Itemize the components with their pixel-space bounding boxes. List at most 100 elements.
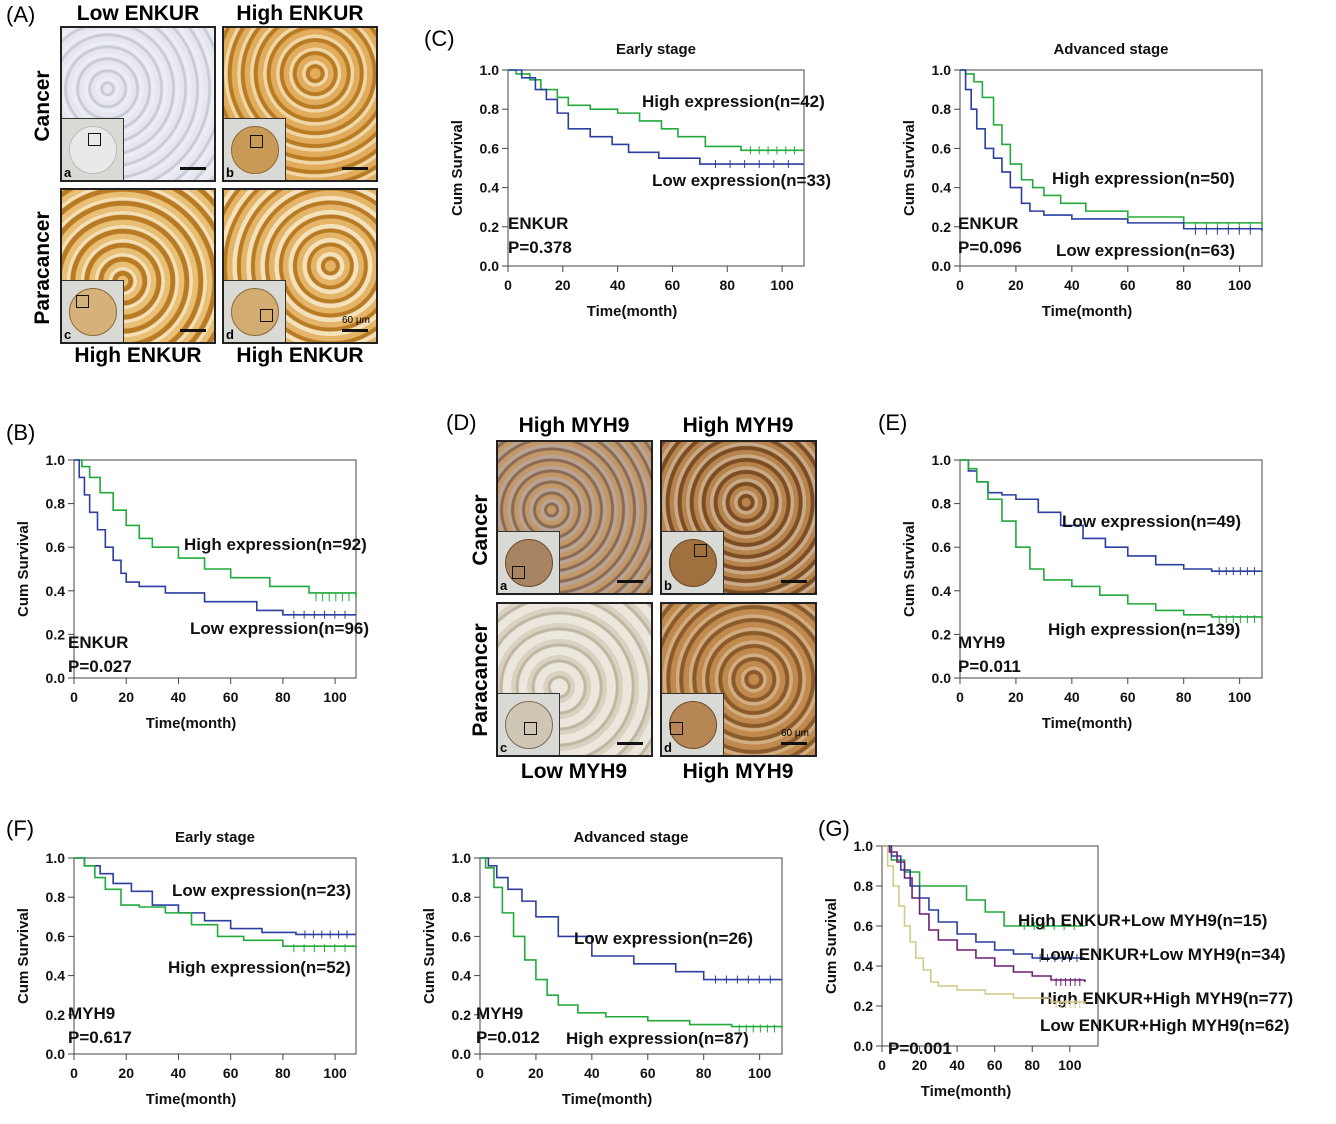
y-tick-label: 0.2: [480, 219, 500, 235]
series-label: High ENKUR+Low MYH9(n=15): [1018, 911, 1267, 930]
x-tick-label: 0: [70, 689, 78, 705]
x-tick-label: 40: [171, 689, 187, 705]
ihc-letter-c: c: [64, 327, 72, 342]
chart-f-advanced-stage: Advanced stage 0.0 0.2 0.4 0.6 0.8 1.0 0 20 40 60 8…: [421, 829, 783, 1108]
y-tick-label: 0.2: [46, 626, 66, 642]
plot-frame: [479, 857, 783, 1055]
x-tick-label: 20: [1008, 277, 1024, 293]
y-tick-label: 0.6: [480, 140, 500, 156]
scale-bar: [180, 329, 206, 332]
x-tick-label: 100: [1058, 1057, 1082, 1073]
y-tick-label: 0.0: [480, 258, 500, 274]
series-label: High expression(n=42): [642, 92, 825, 111]
y-tick-label: 0.4: [854, 958, 874, 974]
panel-label-b: (B): [6, 420, 36, 445]
chart-title: Advanced stage: [1053, 41, 1168, 58]
x-axis-label: Time(month): [1042, 715, 1133, 732]
x-tick-label: 100: [323, 689, 347, 705]
survival-curve: [882, 845, 1085, 959]
y-tick-label: 0.8: [932, 496, 952, 512]
ihc-image-d-b: b: [660, 440, 817, 595]
x-tick-label: 20: [118, 689, 134, 705]
series-label: High expression(n=139): [1048, 620, 1240, 639]
series-label: High expression(n=52): [168, 958, 351, 977]
x-axis-label: Time(month): [146, 715, 237, 732]
x-tick-label: 60: [987, 1057, 1003, 1073]
panel-label-c: (C): [424, 26, 455, 51]
x-tick-label: 100: [748, 1065, 772, 1081]
y-tick-label: 0.2: [932, 626, 952, 642]
chart-f-early-stage: Early stage 0.0 0.2 0.4 0.6 0.8 1.0 0 20 40 60 80 10…: [15, 829, 357, 1108]
panel-label-a: (A): [6, 2, 36, 27]
ihc-letter-d-d: d: [664, 740, 672, 755]
ihc-letter-d-c: c: [500, 740, 508, 755]
chart-b-enkur: 0.0 0.2 0.4 0.6 0.8 1.0 0 20 40 60 80 100 Time(month…: [15, 452, 369, 732]
series-label: Low ENKUR+High MYH9(n=62): [1040, 1016, 1289, 1035]
chart-g-combined: 0.0 0.2 0.4 0.6 0.8 1.0 0 20 40 60 80 100 Time(month…: [823, 838, 1293, 1100]
y-axis-label: Cum Survival: [449, 120, 466, 216]
chart-annotation: ENKUR: [958, 214, 1018, 233]
x-tick-label: 0: [956, 689, 964, 705]
series-label: Low expression(n=33): [652, 171, 831, 190]
scale-bar: [781, 580, 807, 583]
panel-a-title-low-enkur: Low ENKUR: [76, 2, 200, 25]
series-label: Low ENKUR+Low MYH9(n=34): [1040, 945, 1286, 964]
x-tick-label: 80: [275, 689, 291, 705]
y-tick-label: 1.0: [932, 452, 952, 468]
y-tick-label: 1.0: [932, 62, 952, 78]
panel-label-f: (F): [6, 816, 35, 841]
panel-d-row-paracancer: Paracancer: [469, 623, 492, 737]
y-tick-label: 0.8: [854, 878, 874, 894]
survival-curve: [960, 69, 1263, 231]
scale-bar: [342, 329, 368, 332]
y-tick-label: 1.0: [46, 452, 66, 468]
x-tick-label: 100: [1228, 689, 1252, 705]
y-tick-label: 0.0: [452, 1046, 472, 1062]
x-tick-label: 0: [956, 277, 964, 293]
x-axis-label: Time(month): [562, 1091, 653, 1108]
series-label: High expression(n=50): [1052, 169, 1235, 188]
ihc-letter-b: b: [226, 165, 234, 180]
ihc-image-c: c: [60, 188, 216, 344]
ihc-inset-d-d: d: [662, 693, 724, 755]
y-tick-label: 0.0: [932, 670, 952, 686]
survival-curve: [508, 69, 804, 152]
x-tick-label: 0: [476, 1065, 484, 1081]
survival-curve: [74, 857, 356, 936]
chart-annotation: P=0.011: [958, 657, 1021, 676]
ihc-image-d: d 60 μm: [222, 188, 378, 344]
ihc-inset-b: b: [224, 118, 286, 180]
chart-annotation: P=0.027: [68, 657, 132, 676]
chart-annotation: MYH9: [958, 633, 1005, 652]
y-tick-label: 0.8: [452, 889, 472, 905]
panel-d-title-top-right: High MYH9: [682, 414, 794, 437]
x-axis-label: Time(month): [587, 303, 678, 320]
series-label: Low expression(n=96): [190, 619, 369, 638]
panel-a-title-high-enkur-bl: High ENKUR: [74, 344, 202, 367]
chart-title: Early stage: [175, 829, 255, 846]
x-tick-label: 100: [1228, 277, 1252, 293]
scale-bar: [781, 742, 807, 745]
x-tick-label: 60: [223, 689, 239, 705]
ihc-image-d-a: a: [496, 440, 653, 595]
y-tick-label: 0.2: [46, 1007, 66, 1023]
scale-bar: [617, 580, 643, 583]
chart-annotation: P=0.096: [958, 238, 1022, 257]
panel-d-title-top-left: High MYH9: [518, 414, 630, 437]
survival-curve: [74, 857, 357, 949]
chart-e-myh9: 0.0 0.2 0.4 0.6 0.8 1.0 0 20 40 60 80 100 Time(month…: [901, 452, 1263, 732]
x-tick-label: 20: [528, 1065, 544, 1081]
y-axis-label: Cum Survival: [421, 908, 438, 1004]
series-label: Low expression(n=23): [172, 881, 351, 900]
y-tick-label: 0.4: [480, 180, 500, 196]
plot-frame: [73, 459, 357, 679]
x-tick-label: 60: [665, 277, 681, 293]
plot-frame: [959, 69, 1263, 267]
series-label: Low expression(n=26): [574, 929, 753, 948]
chart-annotation: P=0.001: [888, 1039, 952, 1058]
chart-annotation: P=0.617: [68, 1028, 132, 1047]
x-tick-label: 80: [719, 277, 735, 293]
survival-curve: [480, 857, 782, 981]
survival-curve: [882, 845, 1086, 982]
y-tick-label: 0.6: [932, 539, 952, 555]
